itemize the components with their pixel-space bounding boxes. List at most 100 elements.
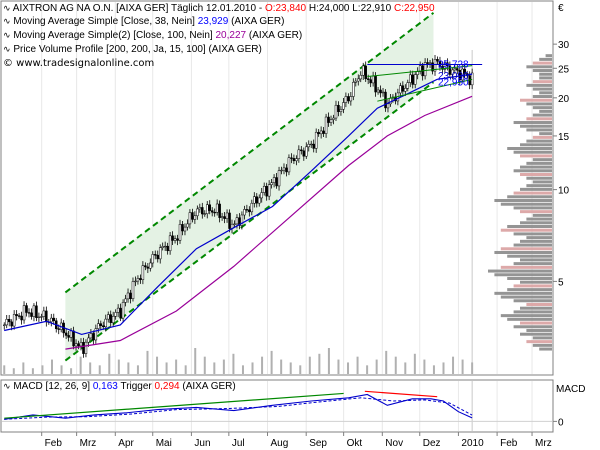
- volume-bar: [308, 356, 311, 374]
- candle-body: [384, 91, 387, 109]
- volume-bar: [452, 356, 455, 374]
- candle-body: [458, 69, 462, 81]
- volume-profile-bar: [545, 54, 552, 58]
- candle-body: [344, 96, 348, 103]
- volume-profile-bar: [520, 154, 552, 158]
- volume-profile-bar: [507, 254, 552, 258]
- price-axis: 5 10 15 20 25 30: [553, 40, 570, 288]
- candle-body: [139, 278, 142, 280]
- candle-body: [379, 89, 382, 94]
- volume-bar: [41, 365, 44, 374]
- volume-profile-bar: [520, 98, 552, 102]
- candle-body: [441, 66, 444, 70]
- candle-body: [64, 332, 68, 336]
- instrument-name: AIXTRON AG NA O.N. [AIXA GER] Täglich 12…: [12, 3, 263, 14]
- candle-body: [17, 315, 21, 317]
- volume-bar: [375, 359, 378, 374]
- copyright-text: © www.tradesignalonline.com: [3, 58, 155, 69]
- volume-profile-bar: [532, 213, 552, 217]
- candle-body: [77, 343, 80, 347]
- ma38-value: 23,929: [197, 16, 229, 27]
- macd-panel-frame: [0, 379, 554, 433]
- volume-profile-bar: [500, 314, 552, 318]
- volume-bar: [280, 359, 283, 374]
- open-value: O:23,840: [264, 3, 307, 14]
- candle-body: [171, 235, 174, 241]
- candle-body: [285, 167, 288, 173]
- volume-profile-bar: [539, 347, 552, 351]
- volume-bar: [413, 353, 416, 374]
- volume-profile-bar: [494, 199, 552, 203]
- candle-body: [94, 328, 98, 341]
- y-tick-label: 20: [558, 94, 570, 105]
- ma100-suffix: (AIXA GER): [248, 30, 303, 41]
- candle-body: [312, 143, 315, 149]
- candle-body: [37, 316, 41, 318]
- volume-bar: [251, 362, 254, 374]
- volume-bar: [432, 365, 435, 374]
- y-tick-label: 15: [558, 132, 570, 143]
- candle-body: [369, 79, 372, 84]
- price-panel-frame: [0, 0, 554, 376]
- candle-body: [225, 212, 229, 219]
- candle-body: [287, 157, 291, 173]
- volume-profile-bar: [526, 65, 552, 69]
- macd-trigger-line: [4, 397, 473, 420]
- candle-body: [32, 305, 36, 317]
- candle-body: [423, 62, 427, 77]
- x-tick-label: Okt: [347, 438, 363, 449]
- candle-body: [126, 292, 130, 300]
- candle-body: [87, 337, 90, 343]
- candle-body: [206, 204, 209, 214]
- volume-profile-bar: [513, 121, 552, 125]
- ma38-label: Moving Average Simple [Close, 38, Nein]: [13, 16, 195, 27]
- candle-body: [193, 215, 197, 220]
- volume-bar: [366, 365, 369, 374]
- candle-body: [136, 278, 140, 282]
- candle-body: [201, 207, 204, 215]
- volume-profile-bar: [532, 80, 552, 84]
- ma38-suffix: (AIXA GER): [231, 16, 285, 27]
- candle-body: [102, 325, 105, 328]
- x-tick-label: Apr: [118, 438, 134, 449]
- candle-body: [248, 209, 251, 213]
- volume-profile-bar: [520, 187, 552, 191]
- volume-profile-bar: [513, 262, 552, 266]
- volume-bar: [3, 365, 6, 374]
- candle-body: [223, 216, 226, 219]
- candle-body: [260, 192, 263, 199]
- candle-body: [309, 143, 313, 146]
- volume-profile-bar: [507, 195, 552, 199]
- candle-body: [290, 157, 293, 159]
- volume-bar: [261, 356, 264, 374]
- volume-profile-bar: [513, 191, 552, 195]
- candle-body: [426, 62, 429, 64]
- volume-bar: [60, 365, 63, 374]
- value-label: 23,096: [438, 71, 469, 82]
- volume-profile-bar: [520, 332, 552, 336]
- candle-body: [314, 132, 318, 149]
- candle-body: [347, 96, 350, 102]
- volume-bar: [327, 348, 330, 374]
- candle-body: [79, 342, 83, 347]
- candle-body: [451, 69, 454, 75]
- volume-profile-bar: [513, 169, 552, 173]
- macd-trigger-value: 0,294: [154, 381, 180, 392]
- volume-profile-bar: [507, 288, 552, 292]
- candle-body: [144, 265, 147, 268]
- candle-body: [67, 335, 70, 338]
- macd-green-trendline: [4, 392, 344, 419]
- volume-profile-bar: [532, 113, 552, 117]
- candle-body: [176, 238, 179, 241]
- volume-profile-bar: [500, 265, 552, 269]
- volume-profile-bar: [526, 217, 552, 221]
- candle-body: [352, 82, 355, 97]
- volume-bar: [79, 356, 82, 374]
- volume-profile-bar: [532, 158, 552, 162]
- candle-body: [69, 330, 73, 338]
- candle-body: [470, 72, 474, 86]
- legend-line-ma38: ∿ Moving Average Simple [Close, 38, Nein…: [3, 16, 284, 28]
- volume-profile-bar: [539, 91, 552, 95]
- candle-body: [438, 60, 442, 67]
- volume-bar: [423, 359, 426, 374]
